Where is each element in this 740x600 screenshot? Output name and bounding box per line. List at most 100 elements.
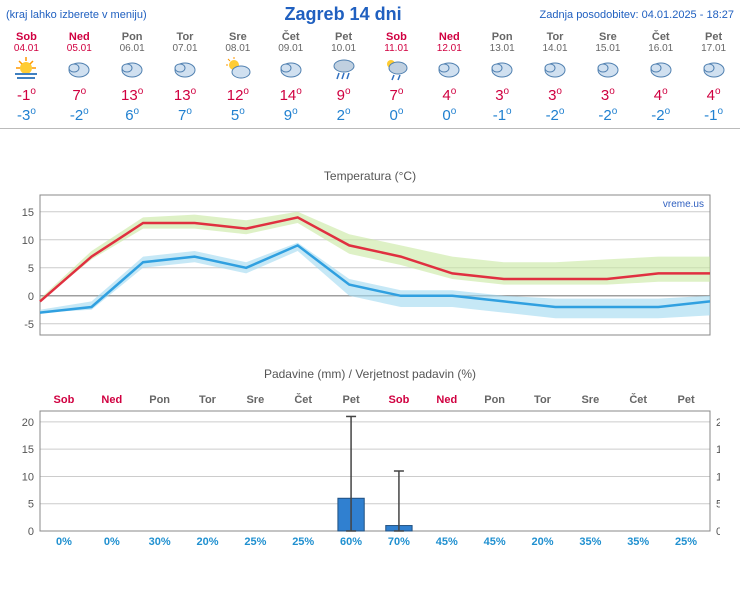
temp-low: -2o (53, 106, 106, 124)
svg-text:Pon: Pon (484, 394, 505, 406)
svg-text:35%: 35% (579, 536, 601, 548)
svg-text:Pon: Pon (149, 394, 170, 406)
day-column[interactable]: Pon 13.01 3o -1o (476, 29, 529, 124)
svg-text:Sob: Sob (54, 394, 75, 406)
svg-text:10: 10 (22, 235, 34, 247)
temp-high: 7o (53, 86, 106, 104)
svg-text:0: 0 (28, 291, 34, 303)
day-column[interactable]: Tor 14.01 3o -2o (529, 29, 582, 124)
day-date: 16.01 (634, 43, 687, 54)
temp-low: -2o (634, 106, 687, 124)
svg-text:5: 5 (716, 499, 720, 511)
temp-high: 13o (159, 86, 212, 104)
svg-text:Ned: Ned (436, 394, 457, 406)
svg-text:45%: 45% (436, 536, 458, 548)
day-column[interactable]: Pon 06.01 13o 6o (106, 29, 159, 124)
day-name: Čet (634, 31, 687, 43)
day-date: 06.01 (106, 43, 159, 54)
svg-text:0%: 0% (56, 536, 72, 548)
header: (kraj lahko izberete v meniju) Zagreb 14… (0, 0, 740, 29)
temp-low: 0o (423, 106, 476, 124)
temp-high: 13o (106, 86, 159, 104)
weather-icon (581, 54, 634, 84)
svg-text:25%: 25% (244, 536, 266, 548)
svg-text:0: 0 (28, 526, 34, 538)
svg-text:15: 15 (22, 444, 34, 456)
svg-text:20%: 20% (531, 536, 553, 548)
svg-text:10: 10 (22, 471, 34, 483)
svg-text:25%: 25% (675, 536, 697, 548)
temp-high: 7o (370, 86, 423, 104)
day-name: Sre (211, 31, 264, 43)
temp-high: -1o (0, 86, 53, 104)
svg-text:20: 20 (716, 417, 720, 429)
svg-text:Tor: Tor (199, 394, 217, 406)
svg-text:0%: 0% (104, 536, 120, 548)
menu-hint[interactable]: (kraj lahko izberete v meniju) (6, 9, 147, 21)
temp-high: 4o (634, 86, 687, 104)
day-name: Sob (370, 31, 423, 43)
day-column[interactable]: Pet 17.01 4o -1o (687, 29, 740, 124)
day-name: Pet (687, 31, 740, 43)
svg-text:10: 10 (716, 471, 720, 483)
day-date: 10.01 (317, 43, 370, 54)
day-column[interactable]: Ned 05.01 7o -2o (53, 29, 106, 124)
day-date: 04.01 (0, 43, 53, 54)
svg-text:35%: 35% (627, 536, 649, 548)
temp-low: 6o (106, 106, 159, 124)
temp-low: -1o (476, 106, 529, 124)
day-column[interactable]: Čet 16.01 4o -2o (634, 29, 687, 124)
svg-text:Sre: Sre (246, 394, 264, 406)
day-column[interactable]: Sob 11.01 7o 0o (370, 29, 423, 124)
precipitation-chart: SobNedPonTorSreČetPetSobNedPonTorSreČetP… (0, 383, 720, 553)
svg-text:5: 5 (28, 263, 34, 275)
weather-icon (634, 54, 687, 84)
day-date: 07.01 (159, 43, 212, 54)
temp-low: -2o (581, 106, 634, 124)
weather-icon (476, 54, 529, 84)
day-name: Tor (529, 31, 582, 43)
temp-low: 9o (264, 106, 317, 124)
temp-high: 3o (476, 86, 529, 104)
precip-chart-title: Padavine (mm) / Verjetnost padavin (%) (0, 367, 740, 381)
svg-text:Sre: Sre (581, 394, 599, 406)
svg-text:Pet: Pet (343, 394, 360, 406)
svg-text:Pet: Pet (678, 394, 695, 406)
day-column[interactable]: Sob 04.01 -1o -3o (0, 29, 53, 124)
temp-high: 4o (687, 86, 740, 104)
day-column[interactable]: Sre 15.01 3o -2o (581, 29, 634, 124)
day-date: 12.01 (423, 43, 476, 54)
temp-low: 0o (370, 106, 423, 124)
day-date: 05.01 (53, 43, 106, 54)
svg-text:45%: 45% (484, 536, 506, 548)
page-title: Zagreb 14 dni (285, 4, 402, 25)
temperature-chart-block: Temperatura (°C) -5051015vreme.us (0, 169, 740, 355)
day-name: Sre (581, 31, 634, 43)
weather-icon (53, 54, 106, 84)
day-name: Pon (106, 31, 159, 43)
forecast-strip: Sob 04.01 -1o -3o Ned 05.01 7o -2o Pon 0… (0, 29, 740, 129)
svg-text:5: 5 (28, 499, 34, 511)
day-column[interactable]: Pet 10.01 9o 2o (317, 29, 370, 124)
day-column[interactable]: Sre 08.01 12o 5o (211, 29, 264, 124)
day-name: Ned (423, 31, 476, 43)
day-date: 14.01 (529, 43, 582, 54)
day-date: 17.01 (687, 43, 740, 54)
temp-high: 3o (581, 86, 634, 104)
day-column[interactable]: Ned 12.01 4o 0o (423, 29, 476, 124)
last-update: Zadnja posodobitev: 04.01.2025 - 18:27 (540, 9, 734, 21)
weather-icon (529, 54, 582, 84)
day-column[interactable]: Tor 07.01 13o 7o (159, 29, 212, 124)
svg-text:70%: 70% (388, 536, 410, 548)
temp-low: 5o (211, 106, 264, 124)
day-column[interactable]: Čet 09.01 14o 9o (264, 29, 317, 124)
svg-text:20%: 20% (196, 536, 218, 548)
svg-text:Čet: Čet (629, 393, 647, 406)
temperature-chart: -5051015vreme.us (0, 185, 720, 355)
temp-low: -2o (529, 106, 582, 124)
weather-icon (687, 54, 740, 84)
svg-text:25%: 25% (292, 536, 314, 548)
weather-icon (211, 54, 264, 84)
day-date: 15.01 (581, 43, 634, 54)
svg-text:Ned: Ned (101, 394, 122, 406)
